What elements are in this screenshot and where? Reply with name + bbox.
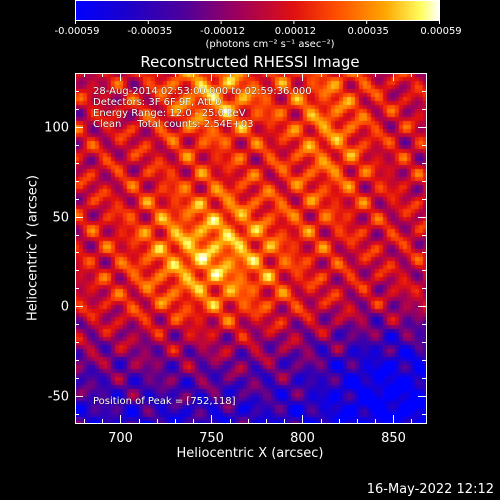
plot-area [75, 73, 426, 423]
annotation-time-range: 28-Aug-2014 02:53:00.000 to 02:59:36.000 [93, 86, 312, 97]
colorbar-tick-label: 0.00035 [347, 26, 389, 37]
heatmap-image [75, 73, 426, 423]
y-tick-label: 50 [52, 210, 69, 225]
colorbar-tick-marks [75, 20, 440, 24]
colorbar-tick-label: -0.00035 [127, 26, 173, 37]
colorbar-tick-label: 0.00059 [420, 26, 462, 37]
colorbar [75, 0, 440, 24]
annotation-clean-counts: Clean Total counts: 2.54E+03 [93, 119, 254, 130]
x-tick-label: 750 [199, 431, 224, 446]
chart-title: Reconstructed RHESSI Image [140, 53, 360, 71]
y-tick-label: -50 [47, 389, 69, 404]
colorbar-tick-label: -0.00059 [54, 26, 100, 37]
y-tick-label: 0 [60, 299, 69, 314]
y-axis-label: Heliocentric Y (arcsec) [25, 175, 41, 321]
colorbar-tick-label: 0.00012 [274, 26, 317, 37]
x-axis-label: Heliocentric X (arcsec) [176, 446, 324, 461]
timestamp: 16-May-2022 12:12 [366, 482, 494, 497]
annotation-energy-range: Energy Range: 12.0 - 25.0 keV [93, 108, 246, 119]
y-tick-label: 100 [44, 120, 69, 135]
colorbar-unit-label: (photons cm⁻² s⁻¹ asec⁻²) [205, 39, 335, 50]
x-tick-label: 850 [381, 431, 406, 446]
annotation-peak-position: Position of Peak = [752,118] [93, 396, 236, 407]
x-tick-label: 700 [108, 431, 133, 446]
colorbar-tick-label: -0.00012 [200, 26, 246, 37]
x-tick-label: 800 [290, 431, 315, 446]
colorbar-gradient [75, 0, 440, 21]
annotation-detectors: Detectors: 3F 6F 9F, Att 0 [93, 97, 222, 108]
plot-frame [75, 73, 427, 424]
